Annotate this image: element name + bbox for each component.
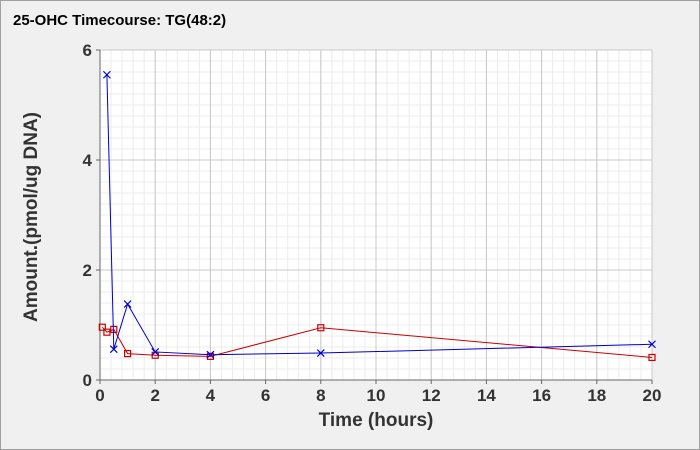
y-tick-label: 2 (83, 261, 92, 280)
x-tick-label: 2 (150, 386, 159, 405)
x-marker-stroke (648, 340, 656, 349)
chart-title: 25-OHC Timecourse: TG(48:2) (13, 12, 227, 29)
series-2-point (102, 70, 111, 79)
x-marker-stroke (316, 349, 325, 357)
x-marker-stroke (151, 348, 160, 356)
series-1-point (317, 324, 325, 332)
y-tick-label: 4 (83, 151, 93, 170)
x-marker-stroke (109, 345, 118, 354)
x-tick-label: 4 (206, 386, 216, 405)
series-1-point (206, 352, 214, 360)
series-2-point (648, 340, 656, 349)
x-tick-label: 0 (95, 386, 104, 405)
x-marker-stroke (206, 350, 215, 359)
y-tick-label: 0 (83, 371, 92, 390)
axes (96, 49, 653, 384)
x-tick-label: 20 (643, 386, 662, 405)
series-2-point (316, 349, 325, 357)
series-1-point (648, 353, 656, 362)
x-axis-title: Time (hours) (319, 410, 434, 431)
x-tick-label: 6 (261, 386, 270, 405)
x-marker-stroke (102, 70, 111, 79)
series-2-point (109, 345, 118, 354)
series-1-point (98, 323, 106, 331)
series-2-point (123, 300, 132, 309)
y-tick-label: 6 (83, 41, 92, 60)
x-tick-label: 10 (367, 386, 386, 405)
series-1-point (103, 328, 111, 336)
x-marker-stroke (123, 300, 132, 309)
x-tick-label: 18 (587, 386, 606, 405)
x-tick-label: 14 (477, 386, 496, 405)
x-tick-label: 16 (532, 386, 551, 405)
tick-labels: 0 2 4 6 8 10 12 14 16 18 20 0 2 4 6 (83, 41, 662, 405)
series-layer (98, 70, 656, 362)
y-axis-title: Amount.(pmol/ug DNA) (21, 112, 42, 322)
series-1-point (123, 350, 132, 358)
series-2-point (151, 348, 160, 356)
x-tick-label: 12 (422, 386, 441, 405)
x-tick-label: 8 (316, 386, 325, 405)
series-1-line (101, 326, 653, 358)
series-2-point (206, 350, 215, 359)
